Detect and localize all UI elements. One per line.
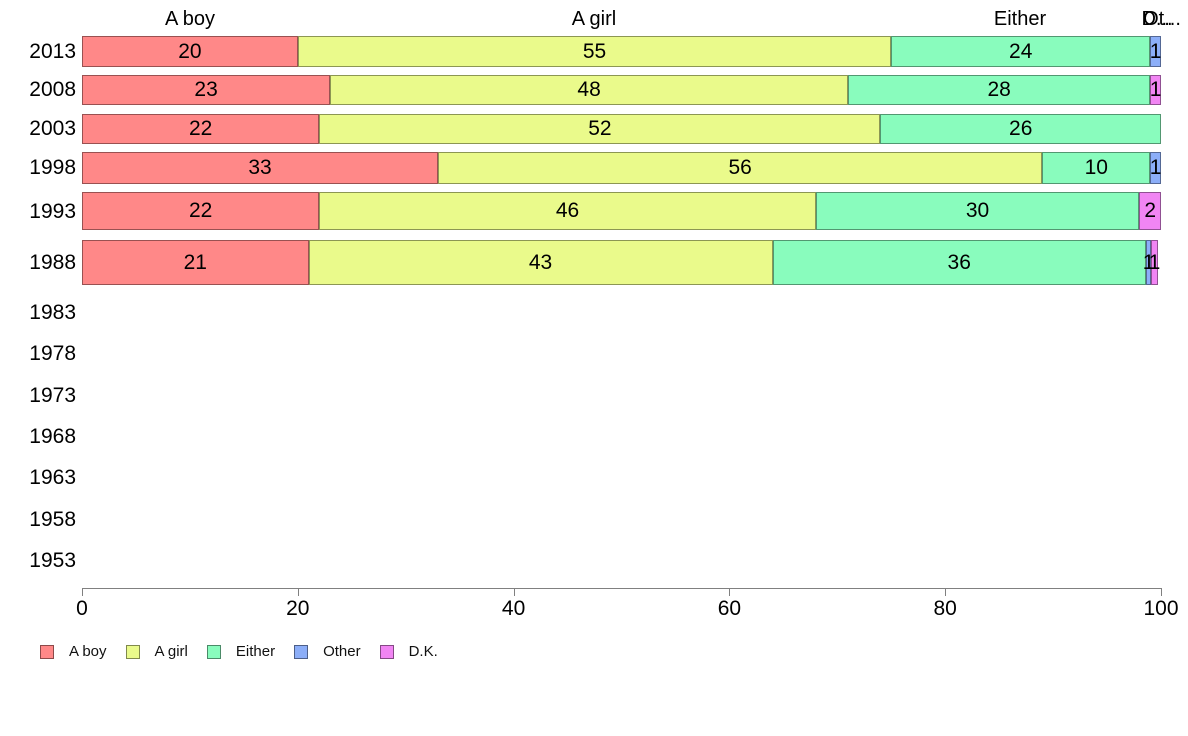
x-axis-tick-label: 0 — [76, 597, 88, 620]
bar-value-label: 1 — [1148, 250, 1161, 274]
bar-segment-a-girl[interactable]: 46 — [319, 192, 816, 230]
either-swatch-icon — [206, 644, 221, 659]
x-axis-tick — [513, 588, 515, 596]
x-axis-line — [82, 588, 1161, 589]
legend-item-other[interactable]: Other — [294, 643, 361, 660]
bar-segment-d-k[interactable]: 1 — [1150, 75, 1161, 105]
bar-value-label: 52 — [588, 117, 612, 140]
bar-value-label: 2 — [1144, 199, 1157, 222]
bar-value-label: 28 — [987, 78, 1011, 101]
x-axis-tick-label: 60 — [717, 597, 742, 620]
legend-item-a-boy[interactable]: A boy — [40, 643, 107, 660]
bar-segment-other[interactable]: 1 — [1143, 240, 1154, 285]
bar-segment-a-boy[interactable]: 23 — [82, 75, 331, 105]
column-header-a-boy: A boy — [164, 8, 216, 30]
bar-value-label: 26 — [1009, 117, 1033, 140]
bar-segment-d-k[interactable]: 2 — [1139, 192, 1161, 230]
bar-value-label: 1 — [1142, 250, 1155, 274]
bar-value-label: 21 — [183, 250, 207, 274]
year-label-1963: 1963 — [29, 466, 76, 489]
x-axis-tick-label: 20 — [286, 597, 310, 620]
bar-segment-d-k[interactable]: 1 — [1149, 240, 1160, 285]
bar-value-label: 33 — [248, 156, 272, 179]
legend-item-either[interactable]: Either — [206, 643, 276, 660]
bar-value-label: 55 — [582, 39, 607, 63]
x-axis-tick — [1161, 588, 1162, 596]
year-label-1993: 1993 — [29, 200, 76, 223]
year-label-2008: 2008 — [29, 78, 76, 101]
column-header-either: Either — [993, 8, 1047, 30]
bar-value-label: 1 — [1149, 78, 1162, 101]
bar-segment-a-boy[interactable]: 22 — [82, 114, 320, 144]
bar-value-label: 20 — [178, 39, 202, 63]
bar-value-label: 56 — [728, 156, 752, 179]
bar-value-label: 36 — [947, 250, 971, 274]
bar-segment-either[interactable]: 24 — [891, 36, 1151, 67]
bar-value-label: 24 — [1009, 39, 1033, 63]
bar-value-label: 10 — [1084, 156, 1108, 179]
bar-value-label: 22 — [189, 199, 213, 222]
legend-label: A girl — [154, 643, 188, 660]
bar-segment-either[interactable]: 28 — [848, 75, 1151, 105]
legend-item-a-girl[interactable]: A girl — [125, 643, 188, 660]
bar-value-label: 43 — [528, 250, 553, 274]
bar-segment-other[interactable]: 1 — [1150, 152, 1161, 184]
x-axis-tick — [297, 588, 299, 596]
a-boy-swatch-icon — [40, 644, 54, 659]
x-axis-tick-label: 100 — [1143, 597, 1179, 620]
bar-segment-a-boy[interactable]: 20 — [82, 36, 298, 67]
bar-segment-a-girl[interactable]: 56 — [438, 152, 1043, 184]
bar-segment-either[interactable]: 30 — [815, 192, 1140, 230]
bar-segment-either[interactable]: 10 — [1042, 152, 1151, 184]
legend-label: Either — [235, 643, 276, 660]
bar-value-label: 30 — [965, 199, 990, 222]
legend-label: A boy — [69, 643, 107, 660]
bar-segment-a-girl[interactable]: 52 — [319, 114, 881, 144]
x-axis-tick — [82, 588, 83, 596]
a-girl-swatch-icon — [125, 644, 140, 659]
legend-item-d-k[interactable]: D.K. — [379, 643, 438, 660]
year-label-1983: 1983 — [29, 301, 76, 324]
bar-value-label: 1 — [1149, 156, 1162, 179]
x-axis-tick-label: 40 — [501, 597, 526, 620]
year-label-1968: 1968 — [29, 425, 76, 448]
column-header-ot: Ot... — [1143, 8, 1181, 30]
year-label-1998: 1998 — [29, 156, 76, 179]
bar-segment-a-boy[interactable]: 33 — [82, 152, 439, 184]
x-axis-tick-label: 80 — [933, 597, 957, 620]
year-label-1958: 1958 — [29, 508, 76, 531]
bar-segment-a-girl[interactable]: 43 — [308, 240, 773, 285]
x-axis-tick — [945, 588, 947, 596]
other-swatch-icon — [294, 644, 309, 659]
column-header-a-girl: A girl — [571, 8, 617, 30]
year-label-1988: 1988 — [29, 251, 76, 274]
bar-segment-a-girl[interactable]: 48 — [330, 75, 849, 105]
bar-segment-either[interactable]: 36 — [772, 240, 1146, 285]
bar-value-label: 1 — [1149, 39, 1162, 63]
legend-label: Other — [323, 643, 361, 660]
year-label-1953: 1953 — [29, 549, 76, 572]
column-header-d: D... — [1141, 8, 1173, 30]
bar-segment-a-boy[interactable]: 22 — [82, 192, 320, 230]
bar-segment-a-girl[interactable]: 55 — [297, 36, 892, 67]
bar-segment-either[interactable]: 26 — [880, 114, 1161, 144]
bar-value-label: 22 — [189, 117, 213, 140]
bar-segment-a-boy[interactable]: 21 — [82, 240, 309, 285]
legend-label: D.K. — [408, 643, 438, 660]
year-label-1978: 1978 — [29, 342, 76, 365]
d-k-swatch-icon — [379, 644, 394, 659]
bar-value-label: 23 — [194, 78, 218, 101]
legend: A boy A girl Either Other D.K. — [40, 643, 438, 660]
x-axis-tick — [729, 588, 731, 596]
bar-value-label: 48 — [577, 78, 601, 101]
bar-segment-other[interactable]: 1 — [1150, 36, 1161, 67]
bar-value-label: 46 — [555, 199, 580, 222]
year-label-2013: 2013 — [29, 40, 76, 63]
year-label-2003: 2003 — [29, 117, 76, 140]
year-label-1973: 1973 — [29, 384, 76, 407]
